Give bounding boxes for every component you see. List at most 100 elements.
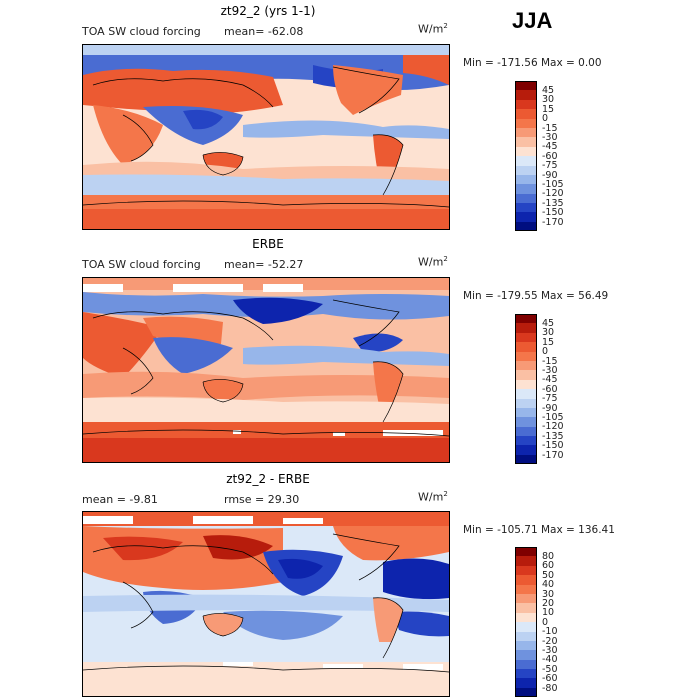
panel-2-map (82, 277, 450, 463)
colorbar-tick-label: -30 (542, 132, 558, 143)
colorbar-tick-label: -150 (542, 207, 564, 219)
colorbar-swatch (515, 174, 537, 185)
colorbar-swatch (515, 622, 537, 632)
colorbar-tick-label: 50 (542, 569, 555, 581)
panel-1-title: zt92_2 (yrs 1-1) (220, 4, 316, 18)
colorbar-swatch (515, 445, 537, 455)
colorbar-tick-label: 20 (542, 598, 555, 609)
colorbar-tick-label: -75 (542, 393, 558, 405)
colorbar-tick-label: -45 (542, 374, 558, 386)
colorbar-tick-label: 45 (542, 85, 555, 96)
colorbar-tick-label: 30 (542, 94, 555, 106)
panel-2-title: ERBE (252, 237, 284, 251)
colorbar-swatch (515, 398, 537, 408)
colorbar-tick-label: 45 (542, 318, 555, 329)
colorbar-swatch (515, 631, 537, 641)
colorbar-swatch (515, 436, 537, 446)
colorbar-tick-label: -105 (542, 412, 564, 423)
colorbar-tick-label: -60 (542, 673, 558, 685)
panel-2-colorbar (515, 314, 537, 465)
colorbar-swatch (515, 669, 537, 679)
panel-1-units: W/m2 (418, 22, 448, 36)
colorbar-swatch (515, 118, 537, 128)
colorbar-tick-label: -120 (542, 188, 564, 200)
panel-3-title: zt92_2 - ERBE (226, 472, 310, 486)
colorbar-swatch (515, 332, 537, 343)
colorbar-swatch (515, 127, 537, 138)
colorbar-swatch (515, 314, 537, 324)
colorbar-swatch (515, 687, 537, 698)
colorbar-swatch (515, 360, 537, 371)
colorbar-swatch (515, 650, 537, 660)
colorbar-tick-label: -45 (542, 141, 558, 153)
colorbar-swatch (515, 659, 537, 670)
colorbar-swatch (515, 156, 537, 166)
panel-2-min-max: Min = -179.55 Max = 56.49 (463, 290, 609, 302)
panel-3-units: W/m2 (418, 490, 448, 504)
colorbar-swatch (515, 212, 537, 222)
colorbar-swatch (515, 203, 537, 213)
panel-2-map-svg (83, 278, 449, 462)
colorbar-tick-label: -170 (542, 449, 564, 461)
panel-3-colorbar (515, 547, 537, 698)
panel-3-rmse: rmse = 29.30 (224, 493, 300, 506)
colorbar-swatch (515, 379, 537, 390)
colorbar-swatch (515, 90, 537, 100)
colorbar-swatch (515, 342, 537, 352)
colorbar-tick-label: -170 (542, 216, 564, 228)
colorbar-tick-label: -30 (542, 645, 558, 656)
colorbar-swatch (515, 612, 537, 623)
panel-3-map (82, 511, 450, 697)
colorbar-swatch (515, 547, 537, 557)
colorbar-swatch (515, 165, 537, 175)
colorbar-tick-label: -80 (542, 682, 558, 694)
colorbar-tick-label: 40 (542, 579, 555, 591)
panel-1-colorbar (515, 81, 537, 232)
colorbar-swatch (515, 454, 537, 465)
panel-1-mean: mean= -62.08 (224, 25, 304, 38)
colorbar-swatch (515, 137, 537, 147)
colorbar-tick-label: 0 (542, 616, 549, 628)
colorbar-swatch (515, 81, 537, 91)
colorbar-tick-label: -40 (542, 654, 558, 666)
panel-3-mean: mean = -9.81 (82, 493, 158, 506)
colorbar-tick-label: -90 (542, 402, 558, 414)
colorbar-tick-label: -15 (542, 355, 558, 367)
colorbar-swatch (515, 407, 537, 418)
colorbar-swatch (515, 565, 537, 576)
colorbar-swatch (515, 193, 537, 204)
colorbar-tick-label: 60 (542, 560, 555, 572)
colorbar-tick-label: -20 (542, 635, 558, 647)
colorbar-tick-label: 0 (542, 346, 549, 358)
colorbar-swatch (515, 109, 537, 119)
colorbar-swatch (515, 370, 537, 380)
colorbar-tick-label: -50 (542, 663, 558, 675)
colorbar-swatch (515, 678, 537, 688)
colorbar-swatch (515, 221, 537, 232)
season-label: JJA (512, 8, 553, 33)
colorbar-swatch (515, 575, 537, 585)
colorbar-tick-label: 0 (542, 113, 549, 125)
colorbar-tick-label: 10 (542, 607, 555, 619)
colorbar-swatch (515, 99, 537, 110)
colorbar-tick-label: -120 (542, 421, 564, 433)
colorbar-tick-label: 80 (542, 551, 555, 562)
colorbar-tick-label: -10 (542, 626, 558, 638)
panel-3-map-svg (83, 512, 449, 696)
colorbar-tick-label: -135 (542, 430, 564, 442)
panel-3-min-max: Min = -105.71 Max = 136.41 (463, 524, 615, 536)
colorbar-tick-label: -135 (542, 197, 564, 209)
colorbar-swatch (515, 426, 537, 437)
colorbar-tick-label: -150 (542, 440, 564, 452)
colorbar-tick-label: -15 (542, 122, 558, 134)
colorbar-tick-label: -90 (542, 169, 558, 181)
colorbar-swatch (515, 603, 537, 613)
colorbar-swatch (515, 146, 537, 157)
panel-2-units: W/m2 (418, 255, 448, 269)
colorbar-swatch (515, 184, 537, 194)
colorbar-swatch (515, 389, 537, 399)
panel-1-min-max: Min = -171.56 Max = 0.00 (463, 57, 602, 69)
panel-2-mean: mean= -52.27 (224, 258, 304, 271)
colorbar-swatch (515, 323, 537, 333)
colorbar-swatch (515, 556, 537, 566)
